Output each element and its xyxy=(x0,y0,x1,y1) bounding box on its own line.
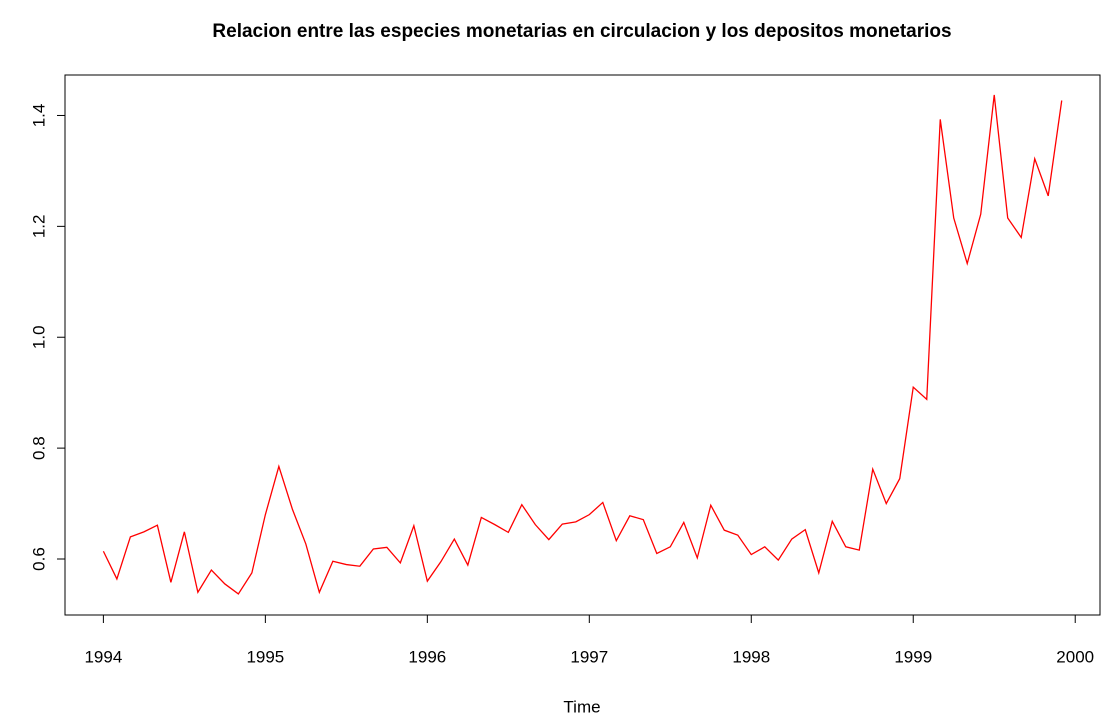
y-tick-label: 1.2 xyxy=(29,215,48,239)
x-tick-label: 1994 xyxy=(84,647,122,666)
x-tick-label: 1995 xyxy=(246,647,284,666)
x-tick-label: 1998 xyxy=(732,647,770,666)
chart-title: Relacion entre las especies monetarias e… xyxy=(212,21,951,42)
series-line xyxy=(102,94,1063,595)
y-tick-label: 0.6 xyxy=(29,547,48,571)
y-tick-label: 1.0 xyxy=(29,325,48,349)
y-tick-label: 1.4 xyxy=(29,104,48,128)
x-tick-label: 1997 xyxy=(570,647,608,666)
x-axis-label: Time xyxy=(563,697,600,716)
x-tick-label: 1999 xyxy=(894,647,932,666)
x-tick-label: 2000 xyxy=(1056,647,1094,666)
y-tick-label: 0.8 xyxy=(29,436,48,460)
x-tick-label: 1996 xyxy=(408,647,446,666)
